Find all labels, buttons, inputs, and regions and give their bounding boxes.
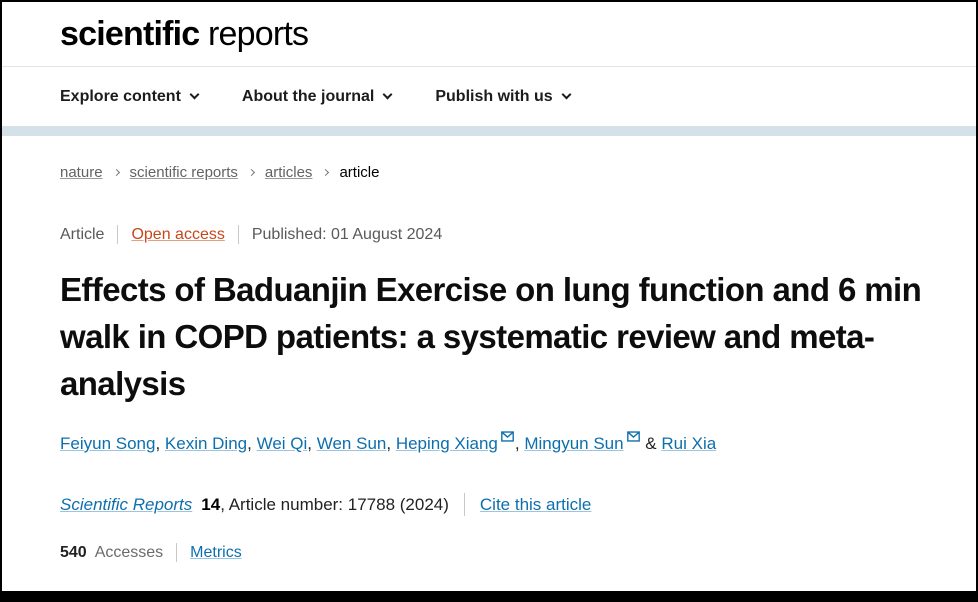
chevron-down-icon (382, 89, 393, 100)
author-link[interactable]: Wei Qi (256, 434, 308, 453)
envelope-icon[interactable] (626, 427, 640, 446)
open-access-link[interactable]: Open access (131, 225, 225, 243)
author-link[interactable]: Kexin Ding (164, 434, 248, 453)
author-link[interactable]: Heping Xiang (395, 434, 498, 453)
citation-row: Scientific Reports 14 , Article number: … (60, 493, 928, 516)
published-date: Published: 01 August 2024 (251, 225, 443, 243)
author-link[interactable]: Wen Sun (316, 434, 387, 453)
nav-publish-with-us-label: Publish with us (435, 87, 553, 105)
author-separator: , (514, 434, 525, 453)
logo-light-part: reports (199, 15, 309, 53)
envelope-icon[interactable] (501, 427, 514, 446)
window-bottom-edge (2, 591, 976, 600)
article-type-label: Article (60, 225, 105, 243)
breadcrumb-current: article (339, 164, 380, 181)
author-separator: , (155, 434, 165, 453)
chevron-down-icon (561, 89, 572, 100)
article-title: Effects of Baduanjin Exercise on lung fu… (60, 271, 922, 402)
author-link[interactable]: Feiyun Song (60, 434, 156, 453)
cite-this-article-link[interactable]: Cite this article (479, 494, 592, 514)
breadcrumb-link-scientific-reports[interactable]: scientific reports (129, 164, 238, 181)
author-link[interactable]: Mingyun Sun (524, 434, 624, 453)
breadcrumb-link-nature[interactable]: nature (60, 164, 103, 181)
author-link[interactable]: Rui Xia (661, 434, 717, 453)
journal-logo[interactable]: scientific reports (60, 15, 309, 53)
article-header: nature scientific reports articles artic… (2, 136, 976, 562)
citation-divider (463, 493, 465, 516)
masthead: scientific reports (2, 2, 976, 67)
logo-bold-part: scientific (60, 15, 200, 53)
author-list: Feiyun Song, Kexin Ding, Wei Qi, Wen Sun… (60, 431, 928, 457)
nav-about-the-journal[interactable]: About the journal (241, 87, 393, 106)
chevron-down-icon (189, 89, 200, 100)
breadcrumb: nature scientific reports articles artic… (60, 164, 928, 181)
breadcrumb-link-articles[interactable]: articles (264, 164, 313, 181)
header-accent-band (2, 126, 976, 136)
metrics-row: 540 Accesses Metrics (60, 543, 928, 562)
author-separator: , (247, 434, 257, 453)
nav-explore-content[interactable]: Explore content (60, 87, 200, 106)
meta-divider (117, 225, 119, 244)
navbar: Explore content About the journal Publis… (2, 67, 976, 126)
nav-explore-content-label: Explore content (60, 87, 181, 105)
volume-number: 14 (201, 494, 221, 514)
author-separator: & (640, 434, 662, 453)
author-separator: , (307, 434, 317, 453)
nav-about-the-journal-label: About the journal (241, 87, 375, 105)
chevron-right-icon (112, 168, 120, 177)
chevron-right-icon (322, 168, 330, 177)
accesses-label: Accesses (94, 543, 164, 561)
journal-link[interactable]: Scientific Reports (60, 494, 193, 514)
article-number-text: , Article number: 17788 (2024) (220, 494, 449, 514)
author-separator: , (386, 434, 396, 453)
metrics-link[interactable]: Metrics (190, 543, 242, 561)
accesses-count: 540 (60, 543, 87, 561)
meta-divider (237, 225, 239, 244)
article-meta-row: Article Open access Published: 01 August… (60, 225, 928, 244)
chevron-right-icon (247, 168, 255, 177)
metrics-divider (176, 543, 178, 562)
nav-publish-with-us[interactable]: Publish with us (435, 87, 572, 106)
